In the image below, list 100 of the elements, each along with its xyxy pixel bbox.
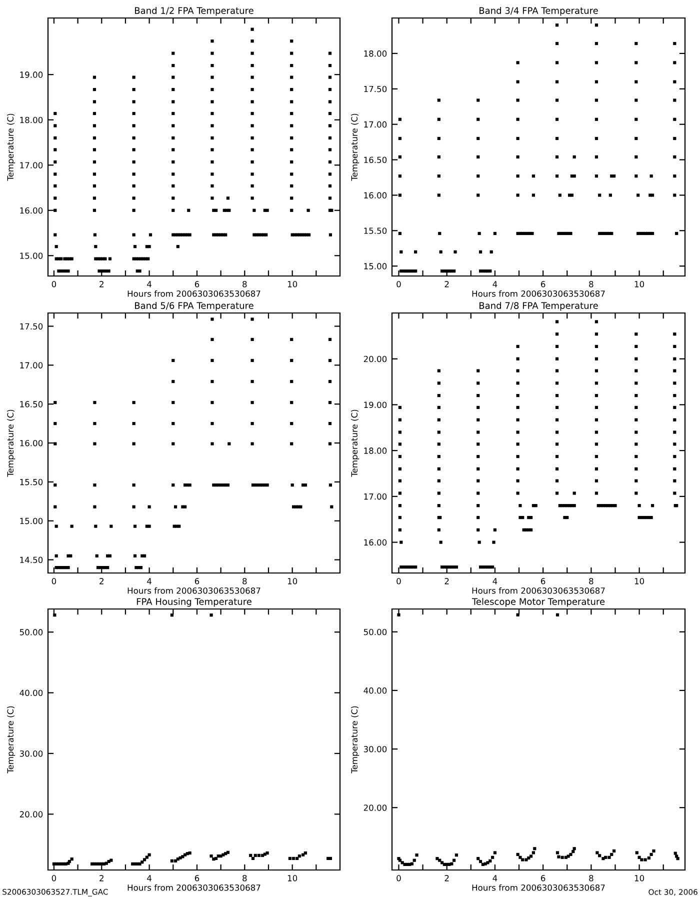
y-tick-label: 17.00	[364, 121, 387, 128]
point	[249, 854, 252, 857]
x-tick-label: 2	[100, 578, 104, 584]
x-tick-label: 10	[634, 578, 644, 584]
y-tick-label: 17.00	[364, 493, 387, 500]
point	[254, 854, 257, 857]
x-tick-label: 8	[242, 875, 247, 882]
x-tick-label: 8	[589, 578, 594, 584]
x-tick-label: 10	[288, 578, 298, 584]
x-tick-label: 4	[492, 578, 498, 584]
y-axis-title: Temperature (C)	[7, 706, 16, 774]
x-tick-label: 10	[288, 875, 298, 882]
point	[226, 850, 230, 854]
x-axis-title: Hours from 2006303063530687	[128, 587, 260, 594]
y-tick-label: 15.50	[20, 478, 43, 486]
x-tick-label: 2	[444, 578, 449, 584]
chart-title: Band 1/2 FPA Temperature	[135, 6, 254, 16]
x-tick-label: 0	[396, 875, 401, 882]
point	[110, 858, 113, 862]
x-tick-label: 6	[541, 281, 546, 288]
chart-title: Band 5/6 FPA Temperature	[135, 302, 254, 311]
y-tick-label: 17.00	[20, 162, 43, 168]
point	[214, 856, 218, 860]
x-axis-title: Hours from 2006303063530687	[128, 884, 260, 891]
x-tick-label: 6	[541, 578, 546, 584]
x-tick-label: 2	[100, 875, 104, 882]
x-tick-label: 4	[492, 281, 498, 288]
y-tick-label: 16.50	[364, 156, 387, 164]
y-tick-label: 15.50	[364, 228, 387, 234]
x-tick-label: 4	[147, 875, 152, 882]
x-tick-label: 10	[288, 281, 298, 288]
x-tick-label: 4	[492, 875, 498, 882]
point	[188, 851, 192, 855]
y-tick-label: 15.00	[364, 263, 387, 270]
y-tick-label: 16.00	[364, 539, 387, 546]
x-tick-label: 8	[242, 578, 247, 584]
y-tick-label: 40.00	[20, 690, 43, 696]
y-tick-label: 50.00	[20, 629, 43, 636]
point	[328, 856, 332, 860]
x-tick-label: 0	[52, 578, 56, 584]
y-tick-label: 40.00	[364, 687, 387, 694]
point	[70, 858, 74, 861]
chart-title: FPA Housing Temperature	[136, 598, 252, 607]
y-axis-title: Temperature (C)	[351, 410, 360, 477]
y-tick-label: 30.00	[20, 750, 43, 757]
point	[210, 854, 213, 858]
y-tick-label: 17.00	[20, 362, 43, 368]
point	[296, 856, 299, 860]
point	[138, 862, 142, 866]
y-tick-label: 17.50	[20, 323, 43, 330]
y-axis-title: Temperature (C)	[7, 410, 16, 477]
x-tick-label: 6	[194, 875, 200, 882]
y-tick-label: 16.00	[20, 207, 43, 214]
y-tick-label: 19.00	[20, 72, 43, 78]
point	[251, 856, 255, 860]
x-tick-label: 6	[194, 578, 200, 584]
x-tick-label: 8	[589, 281, 594, 288]
y-tick-label: 15.00	[20, 518, 43, 524]
point	[298, 854, 302, 858]
x-axis-title: Hours from 2006303063530687	[472, 290, 605, 297]
y-tick-label: 14.50	[20, 556, 43, 564]
point	[222, 853, 225, 856]
y-tick-label: 50.00	[364, 628, 387, 636]
y-tick-label: 18.00	[20, 116, 43, 124]
x-tick-label: 10	[634, 875, 644, 882]
x-tick-label: 2	[100, 281, 104, 288]
point	[210, 614, 213, 617]
y-tick-label: 16.00	[20, 440, 43, 446]
x-tick-label: 0	[396, 281, 401, 288]
y-tick-label: 20.00	[364, 356, 387, 362]
x-tick-label: 8	[242, 281, 247, 288]
y-axis-title: Temperature (C)	[7, 114, 16, 181]
point	[266, 851, 269, 855]
point	[140, 860, 144, 864]
x-tick-label: 8	[589, 875, 594, 882]
point	[145, 856, 148, 859]
x-tick-label: 4	[147, 578, 152, 584]
x-axis-title: Hours from 2006303063530687	[472, 587, 605, 594]
point	[292, 856, 296, 860]
x-tick-label: 6	[541, 875, 546, 882]
y-tick-label: 18.00	[364, 50, 387, 57]
y-tick-label: 17.50	[364, 86, 387, 92]
y-tick-label: 19.00	[364, 402, 387, 408]
x-tick-label: 0	[396, 578, 401, 584]
point	[257, 854, 261, 857]
y-axis-title: Temperature (C)	[351, 706, 360, 774]
y-tick-label: 18.00	[364, 448, 387, 454]
x-tick-label: 2	[444, 281, 449, 288]
y-tick-label: 16.50	[20, 401, 43, 408]
x-tick-label: 10	[634, 281, 644, 288]
point	[170, 859, 174, 862]
chart-title: Band 3/4 FPA Temperature	[480, 6, 598, 16]
point	[178, 856, 182, 860]
x-axis-title: Hours from 2006303063530687	[128, 290, 260, 297]
point	[288, 856, 292, 860]
chart-title: Telescope Motor Temperature	[472, 598, 605, 607]
y-tick-label: 30.00	[364, 746, 387, 752]
x-tick-label: 4	[147, 281, 152, 288]
x-tick-label: 0	[52, 281, 56, 288]
x-tick-label: 6	[194, 281, 200, 288]
